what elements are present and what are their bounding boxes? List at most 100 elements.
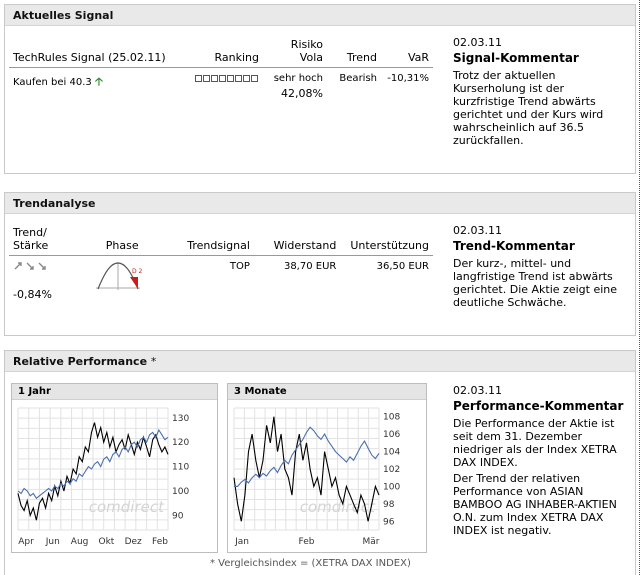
signal-table-header-row: TechRules Signal (25.02.11) Ranking Risi… [9, 38, 433, 68]
ranking-box [251, 74, 258, 82]
trend-comment-date: 02.03.11 [453, 224, 502, 237]
trend-arrows-icon [14, 262, 46, 270]
col-trend: Trend [327, 38, 381, 68]
col-ranking: Ranking [185, 38, 263, 68]
trend-table-header-row: Trend/ Stärke Phase Trendsignal Widersta… [9, 226, 433, 256]
risiko-cell: sehr hoch 42,08% [263, 68, 327, 100]
y-tick-label: 130 [172, 414, 189, 424]
col-trendsignal: Trendsignal [163, 226, 254, 256]
col-trend-line1: Trend/ [13, 226, 47, 239]
trend-comment-title: Trend-Kommentar [453, 239, 575, 253]
trend-panel: Trendanalyse Trend/ Stärke Phase Trendsi… [4, 192, 636, 336]
signal-table: TechRules Signal (25.02.11) Ranking Risi… [9, 38, 433, 100]
performance-panel: Relative Performance * 1 Jahr comdirect 9… [4, 350, 636, 575]
y-tick-label: 104 [383, 448, 400, 458]
phase-cycle-icon: D 2 [96, 262, 143, 290]
signal-value: Kaufen bei 40.3 [13, 77, 92, 88]
chart-3-monate: 3 Monate comdirect 96 98 100 102 104 106 108 Jan… [227, 383, 427, 553]
phase-cell: D 2 [81, 256, 163, 302]
col-widerstand: Widerstand [253, 226, 341, 256]
trend-panel-header: Trendanalyse [5, 192, 635, 214]
y-tick-label: 98 [383, 500, 395, 510]
widerstand-cell: 38,70 EUR [283, 261, 337, 272]
performance-comment-title: Performance-Kommentar [453, 399, 624, 413]
ranking-box [203, 74, 210, 82]
signal-comment: 02.03.11 Signal-Kommentar Trotz der aktu… [453, 36, 629, 150]
ranking-box [243, 74, 250, 82]
trend-table: Trend/ Stärke Phase Trendsignal Widersta… [9, 226, 433, 301]
x-tick-label: Mär [363, 537, 380, 547]
y-tick-label: 96 [383, 517, 395, 527]
col-unterstuetzung: Unterstützung [340, 226, 433, 256]
col-var: VaR [381, 38, 433, 68]
performance-footnote: * Vergleichsindex = (XETRA DAX INDEX) [210, 558, 411, 569]
x-tick-label: Feb [152, 537, 168, 547]
col-risiko-line1: Risiko [290, 38, 323, 51]
trend-strength-cell: -0,84% [9, 256, 81, 301]
col-phase: Phase [81, 226, 164, 256]
y-tick-label: 102 [383, 465, 400, 475]
x-tick-label: Feb [299, 537, 315, 547]
x-tick-label: Apr [18, 537, 34, 547]
chart-series-line [233, 416, 380, 522]
trendsignal-cell: TOP [229, 261, 250, 272]
col-risiko-line2: Vola [299, 51, 323, 64]
x-tick-label: Dez [125, 537, 142, 547]
chart-series-line [234, 426, 380, 487]
signal-comment-title: Signal-Kommentar [453, 51, 579, 65]
signal-row: Kaufen bei 40.3 🡡 sehr hoch 42,08% Beari… [9, 68, 433, 101]
y-tick-label: 100 [172, 487, 189, 497]
ranking-box [195, 74, 202, 82]
trend-cell: Bearish [339, 73, 377, 84]
ranking-box [219, 74, 226, 82]
chart-series-line [17, 428, 169, 500]
signal-comment-date: 02.03.11 [453, 36, 502, 49]
col-signal: TechRules Signal (25.02.11) [9, 38, 185, 68]
y-tick-label: 100 [383, 482, 400, 492]
trend-comment: 02.03.11 Trend-Kommentar Der kurz-, mitt… [453, 224, 629, 312]
performance-comment-date: 02.03.11 [453, 384, 502, 397]
performance-panel-header: Relative Performance * [5, 350, 635, 372]
risiko-value: sehr hoch [273, 73, 323, 84]
signal-cell: Kaufen bei 40.3 🡡 [9, 68, 185, 101]
x-tick-label: Aug [71, 537, 89, 547]
y-tick-label: 108 [383, 413, 400, 423]
signal-panel-header: Aktuelles Signal [5, 4, 635, 26]
performance-header-title: Relative Performance [13, 355, 148, 368]
performance-comment: 02.03.11 Performance-Kommentar Die Perfo… [453, 384, 629, 540]
x-tick-label: Jun [45, 537, 60, 547]
x-tick-label: Okt [98, 537, 114, 547]
chart-watermark: comdirect [89, 498, 165, 516]
signal-panel: Aktuelles Signal TechRules Signal (25.02… [4, 4, 636, 174]
y-tick-label: 90 [172, 511, 184, 521]
var-cell: -10,31% [387, 73, 429, 84]
performance-header-star: * [150, 355, 157, 368]
col-trend-strength: Trend/ Stärke [9, 226, 82, 256]
chart-3-monate-title: 3 Monate [228, 384, 426, 400]
chart-1-jahr-plot: comdirect 90 100 110 120 130 Apr Jun Aug Okt Dez Fe… [17, 407, 189, 547]
ranking-box [211, 74, 218, 82]
y-tick-label: 120 [172, 438, 189, 448]
chart-series-line [17, 422, 169, 521]
chart-1-jahr-title: 1 Jahr [12, 384, 217, 400]
phase-label: D 2 [132, 268, 143, 275]
x-tick-label: Jan [234, 537, 249, 547]
ranking-box [235, 74, 242, 82]
chart-1-jahr: 1 Jahr comdirect 90 100 110 120 130 Apr Jun Aug O… [11, 383, 218, 553]
col-trend-line2: Stärke [13, 239, 49, 252]
y-tick-label: 106 [383, 430, 400, 440]
unterstuetzung-cell: 36,50 EUR [376, 261, 429, 272]
ranking-box [227, 74, 234, 82]
y-tick-label: 110 [172, 463, 189, 473]
col-risiko: Risiko Vola [263, 38, 327, 68]
ranking-boxes [195, 73, 259, 84]
trend-strength-value: -0,84% [13, 288, 52, 301]
trend-comment-text: Der kurz-, mittel- und langfristige Tren… [453, 257, 618, 309]
vola-value: 42,08% [281, 87, 323, 100]
trend-row: -0,84% D 2 TOP 38,70 EUR 36,50 EUR [9, 256, 433, 302]
performance-comment-text-1: Die Performance der Aktie ist seit dem 3… [453, 417, 617, 469]
arrow-up-icon: 🡡 [94, 75, 103, 88]
ranking-cell [185, 68, 263, 101]
signal-comment-text: Trotz der aktuellen Kurserholung ist der… [453, 69, 604, 147]
